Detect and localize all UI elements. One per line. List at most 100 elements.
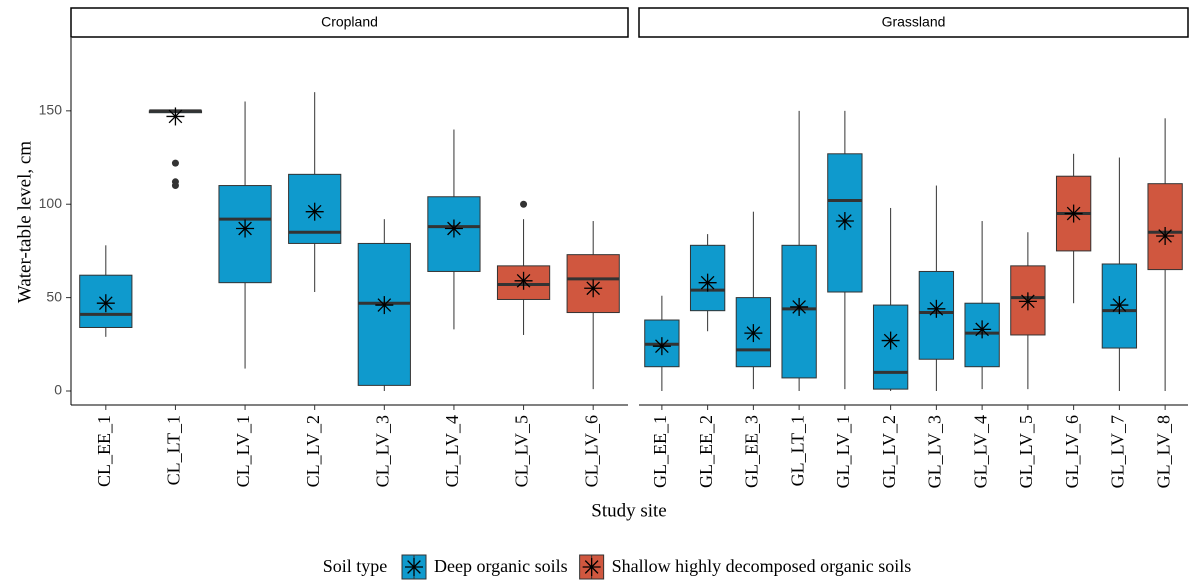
mean-marker — [927, 299, 946, 318]
legend-title: Soil type — [323, 556, 388, 576]
mean-marker — [881, 331, 900, 350]
x-tick-label: CL_LV_2 — [303, 415, 323, 487]
x-tick-label: GL_LV_7 — [1108, 415, 1128, 488]
x-axis-label: Study site — [591, 500, 666, 521]
mean-marker — [96, 294, 115, 313]
box-group — [566, 221, 620, 390]
x-tick-label: CL_LV_6 — [581, 415, 601, 487]
box-group — [964, 221, 1000, 390]
box-group — [918, 185, 955, 391]
box-group — [148, 107, 203, 190]
mean-marker-arm — [700, 275, 715, 290]
box-group — [427, 129, 481, 330]
x-tick-label: CL_LV_5 — [512, 415, 532, 487]
mean-marker — [375, 296, 394, 315]
mean-marker — [1064, 204, 1083, 223]
box-group — [1055, 153, 1092, 304]
strip — [70, 7, 629, 38]
mean-marker — [698, 273, 717, 292]
mean-marker-arm — [929, 301, 944, 316]
legend-label: Shallow highly decomposed organic soils — [612, 556, 912, 576]
x-tick-label: GL_EE_3 — [742, 415, 762, 488]
mean-marker-arm — [975, 322, 989, 337]
box-group — [735, 211, 772, 390]
outlier — [171, 182, 179, 190]
mean-marker-arm — [1112, 298, 1127, 312]
box-group — [357, 219, 411, 391]
x-tick-label: CL_LV_3 — [372, 415, 392, 487]
mean-marker-arm — [1066, 206, 1081, 221]
strip — [638, 7, 1189, 38]
mean-marker — [1110, 296, 1129, 315]
mean-marker — [305, 202, 324, 221]
box-group — [288, 92, 342, 293]
x-tick-label: GL_LV_2 — [879, 415, 899, 488]
mean-marker — [584, 279, 603, 298]
mean-marker — [236, 219, 255, 238]
mean-marker-arm — [447, 221, 461, 236]
box-group — [1101, 157, 1138, 391]
mean-marker-arm — [586, 281, 601, 296]
mean-marker-arm — [516, 273, 531, 288]
mean-marker-arm — [838, 214, 852, 228]
box-group — [644, 295, 680, 391]
x-tick-label: CL_LV_1 — [233, 415, 253, 487]
y-tick-label: 100 — [39, 195, 63, 211]
mean-marker — [514, 271, 533, 290]
mean-marker-arm — [792, 300, 806, 314]
mean-marker-arm — [1158, 229, 1172, 243]
box — [357, 242, 411, 386]
x-tick-label: GL_LV_4 — [970, 415, 990, 488]
box-group — [1147, 118, 1183, 391]
mean-marker-arm — [883, 333, 898, 348]
mean-marker-arm — [584, 560, 599, 574]
box-group — [872, 207, 909, 391]
mean-marker-arm — [746, 326, 761, 340]
outlier — [520, 200, 528, 208]
x-tick-label: GL_LV_8 — [1153, 415, 1173, 488]
mean-marker-arm — [1021, 294, 1035, 309]
y-tick-label: 50 — [46, 288, 62, 304]
mean-marker-arm — [98, 296, 113, 311]
mean-marker — [835, 212, 854, 231]
mean-marker-arm — [307, 204, 322, 219]
mean-marker — [444, 219, 463, 238]
box-group — [781, 110, 817, 391]
box-group — [827, 110, 863, 390]
y-axis-label: Water-table level, cm — [14, 141, 35, 303]
mean-marker-arm — [655, 339, 669, 353]
mean-marker — [973, 320, 992, 339]
y-tick-label: 0 — [54, 382, 62, 398]
mean-marker — [582, 558, 601, 576]
mean-marker-arm — [238, 221, 252, 236]
x-tick-label: GL_LV_1 — [833, 415, 853, 488]
x-tick-label: CL_LT_1 — [164, 415, 184, 485]
mean-marker — [166, 107, 185, 126]
box-group — [218, 101, 272, 369]
box-group — [79, 245, 133, 337]
mean-marker-arm — [407, 560, 421, 574]
box-group — [496, 200, 551, 335]
facet-title: Cropland — [321, 14, 378, 30]
mean-marker — [405, 558, 423, 576]
box — [1147, 183, 1183, 271]
x-tick-label: GL_EE_1 — [650, 415, 670, 488]
outlier — [171, 159, 179, 167]
x-tick-label: GL_LV_6 — [1062, 415, 1082, 488]
x-tick-label: GL_LV_5 — [1016, 415, 1036, 488]
mean-marker — [1156, 226, 1175, 245]
x-tick-label: GL_EE_2 — [696, 415, 716, 488]
mean-marker — [1018, 292, 1037, 311]
box-group — [1010, 232, 1046, 390]
box-group — [689, 234, 726, 332]
x-tick-label: CL_LV_4 — [442, 415, 462, 487]
x-tick-label: CL_EE_1 — [94, 415, 114, 487]
mean-marker-arm — [168, 109, 183, 124]
mean-marker — [744, 324, 763, 343]
mean-marker — [652, 337, 671, 356]
legend-label: Deep organic soils — [434, 556, 568, 576]
x-tick-label: GL_LV_3 — [925, 415, 945, 488]
y-tick-label: 150 — [39, 102, 63, 118]
mean-marker-arm — [377, 298, 392, 312]
